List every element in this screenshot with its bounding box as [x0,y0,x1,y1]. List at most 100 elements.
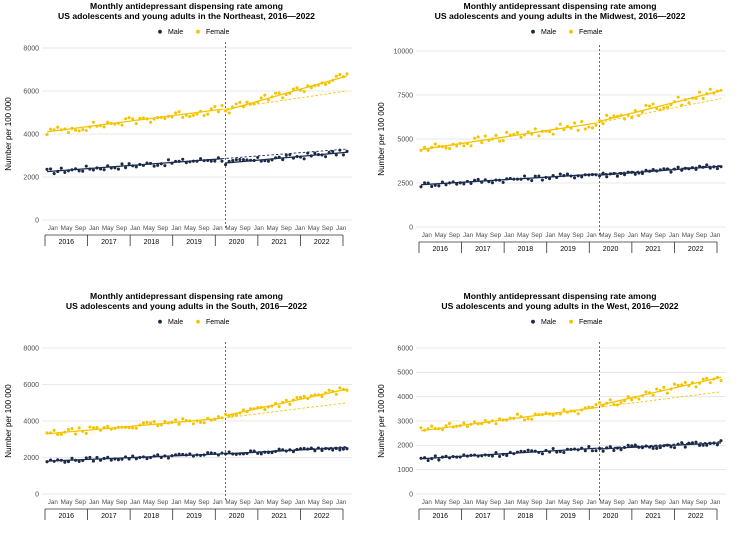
x-tick-month-label: May [308,225,321,232]
data-point-male [231,159,235,163]
data-point-male [490,454,494,458]
data-point-male [430,184,434,189]
data-point-male [573,176,577,180]
year-axis: 2016 2017 2018 2019 2020 2021 2022 [418,508,718,520]
data-point-male [437,184,441,188]
data-point-female [683,380,687,384]
year-label: 2021 [645,513,661,520]
year-label: 2016 [432,513,448,520]
x-tick-month-label: May [558,232,571,239]
x-tick-month-label: Jan [171,225,182,232]
data-point-male [284,153,288,157]
data-point-female [448,146,452,151]
data-point-male [288,153,292,157]
data-point-female [526,417,530,421]
counterfactual-line-female [221,90,348,110]
x-tick-month-label: Jan [463,499,474,506]
data-point-female [309,86,313,90]
x-tick-month-label: Jan [295,499,306,506]
data-point-male [313,449,317,453]
data-point-female [145,420,149,424]
data-point-male [651,167,655,172]
year-label: 2021 [645,246,661,253]
data-point-female [562,128,566,132]
data-point-male [562,450,566,455]
trend-line-pre-female [420,406,597,432]
x-tick-month-label: Sep [75,499,87,506]
data-point-female [66,428,70,432]
x-tick-month-label: Sep [281,225,293,232]
data-point-female [687,101,691,105]
data-point-male [224,163,228,167]
data-point-female [473,136,477,140]
x-tick-month-label: May [641,232,654,239]
data-point-female [519,135,523,139]
chart-title-line-1: Monthly antidepressant dispensing rate a… [90,291,283,301]
trend-line-pre-male [46,158,223,173]
x-tick-month-label: May [184,225,197,232]
x-tick-month-label: Jan [48,225,59,232]
data-point-female [295,395,299,400]
data-point-male [91,459,95,463]
data-point-female [598,400,602,405]
data-point-male [91,168,95,172]
data-point-male [166,158,170,162]
data-point-male [156,453,160,457]
y-tick-label: 5000 [397,136,413,143]
year-label: 2019 [560,513,576,520]
data-point-male [462,182,466,186]
data-point-male [719,439,723,443]
data-point-female [49,127,53,131]
data-point-female [630,398,634,402]
data-point-female [562,408,566,412]
data-point-female [66,131,70,135]
data-point-female [476,135,480,139]
data-point-male [81,169,85,173]
trend-line-post-female [599,376,722,406]
year-label: 2018 [518,246,534,253]
data-point-female [576,128,580,132]
data-point-female [149,120,153,124]
data-point-female [202,113,206,118]
year-label: 2020 [229,239,245,246]
year-label: 2022 [688,513,704,520]
chart-title-line-1: Monthly antidepressant dispensing rate a… [90,1,283,11]
year-label: 2016 [58,513,74,520]
data-point-female [698,90,702,94]
data-point-female [52,428,56,432]
data-point-male [52,172,56,176]
data-point-male [651,446,655,450]
data-point-female [515,412,519,416]
series-male [419,163,723,189]
series-female [419,87,723,152]
data-point-male [505,453,509,458]
legend-label-male: Male [541,319,556,326]
x-tick-month-label: Jan [710,232,721,239]
x-tick-month-label: Sep [281,499,293,506]
data-point-female [462,144,466,148]
year-axis: 2016 2017 2018 2019 2020 2021 2022 [418,241,718,253]
data-point-female [299,395,303,400]
data-point-male [77,459,81,463]
data-point-male [213,159,217,163]
data-point-male [220,159,224,163]
data-point-female [234,413,238,417]
x-tick-month-label: Sep [198,499,210,506]
data-point-female [106,424,110,429]
data-point-male [341,447,345,451]
data-point-female [719,378,723,383]
x-tick-month-label: Jan [213,225,224,232]
data-point-female [216,110,220,114]
data-point-female [227,111,231,115]
x-tick-month-label: May [143,225,156,232]
year-label: 2020 [603,246,619,253]
data-point-female [216,415,220,419]
y-tick-label: 4000 [23,418,39,425]
year-label: 2021 [271,239,287,246]
x-tick-month-label: Jan [587,232,598,239]
data-point-female [220,103,224,108]
data-point-male [124,166,128,170]
data-point-female [191,422,195,426]
x-tick-month-label: Sep [572,499,584,506]
legend-marker-female [196,29,200,34]
